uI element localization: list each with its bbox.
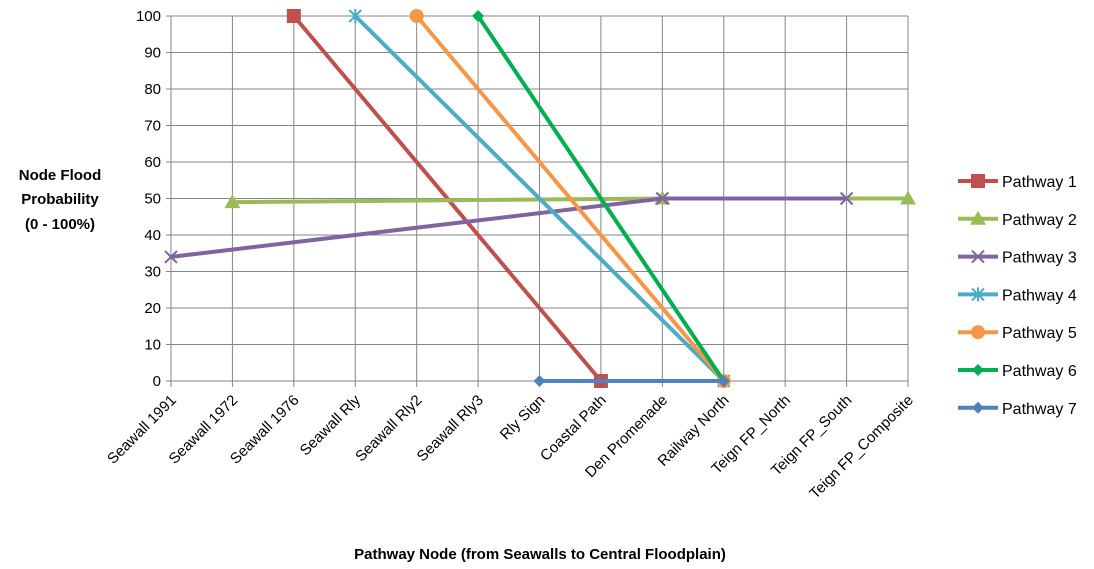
x-tick-label: Rly Sign (497, 392, 549, 444)
data-point-marker (655, 191, 670, 206)
legend-label: Pathway 5 (1002, 325, 1077, 342)
y-tick-label: 80 (144, 81, 161, 98)
legend: Pathway 1 Pathway 2 Pathway 3 Pathway 4 Path… (958, 174, 1077, 418)
y-tick-label: 100 (136, 8, 161, 25)
y-tick-label: 20 (144, 300, 161, 317)
legend-swatch-marker (971, 174, 985, 188)
y-tick-labels: 0 10 20 30 40 50 60 70 80 90 100 (136, 8, 161, 390)
y-axis-title-line-2: Probability (21, 191, 99, 208)
series-lines (164, 9, 916, 388)
data-point-marker (717, 375, 730, 387)
legend-item: Pathway 6 (958, 363, 1077, 380)
legend-swatch-marker (972, 364, 984, 376)
series-7 (533, 375, 730, 387)
legend-swatch-marker (971, 287, 985, 302)
data-point-marker (348, 9, 362, 23)
y-tick-label: 30 (144, 264, 161, 281)
legend-label: Pathway 2 (1002, 212, 1077, 229)
y-axis-title-line-3: (0 - 100%) (25, 216, 95, 233)
series-line (415, 14, 726, 383)
series-3 (164, 191, 854, 264)
data-point-marker (409, 9, 424, 23)
y-tick-label: 70 (144, 118, 161, 135)
data-point-marker (164, 250, 178, 264)
legend-swatch-marker (971, 249, 985, 264)
series-line (353, 14, 726, 383)
y-tick-label: 50 (144, 191, 161, 208)
legend-item: Pathway 2 (958, 210, 1077, 229)
x-tick-label: Seawall Rly3 (414, 392, 487, 465)
legend-item: Pathway 3 (958, 250, 1077, 267)
legend-label: Pathway 6 (1002, 363, 1077, 380)
legend-label: Pathway 7 (1002, 401, 1077, 418)
data-point-marker (286, 9, 301, 23)
legend-label: Pathway 1 (1002, 174, 1077, 191)
legend-item: Pathway 4 (958, 287, 1077, 304)
legend-label: Pathway 4 (1002, 287, 1077, 304)
y-tick-label: 90 (144, 45, 161, 62)
x-tick-label: Seawall Rly (297, 391, 365, 459)
series-line (170, 196, 847, 259)
y-axis-title-line-1: Node Flood (19, 167, 102, 184)
y-tick-label: 0 (153, 373, 161, 390)
legend-label: Pathway 3 (1002, 250, 1077, 267)
legend-item: Pathway 1 (958, 174, 1077, 191)
x-axis-title: Pathway Node (from Seawalls to Central F… (354, 546, 726, 563)
legend-swatch-marker (971, 325, 985, 340)
series-line (476, 14, 726, 383)
data-point-marker (900, 190, 916, 205)
x-tick-label: Teign FP_Composite (806, 392, 916, 502)
y-tick-label: 10 (144, 337, 161, 354)
y-tick-label: 60 (144, 154, 161, 171)
data-point-marker (224, 194, 241, 209)
legend-swatch-marker (972, 401, 984, 414)
y-tick-label: 40 (144, 227, 161, 244)
data-point-marker (472, 10, 485, 22)
data-point-marker (839, 191, 854, 206)
legend-swatch-marker (970, 210, 986, 225)
data-point-marker (533, 375, 546, 387)
legend-item: Pathway 5 (958, 325, 1077, 342)
legend-item: Pathway 7 (958, 401, 1077, 418)
